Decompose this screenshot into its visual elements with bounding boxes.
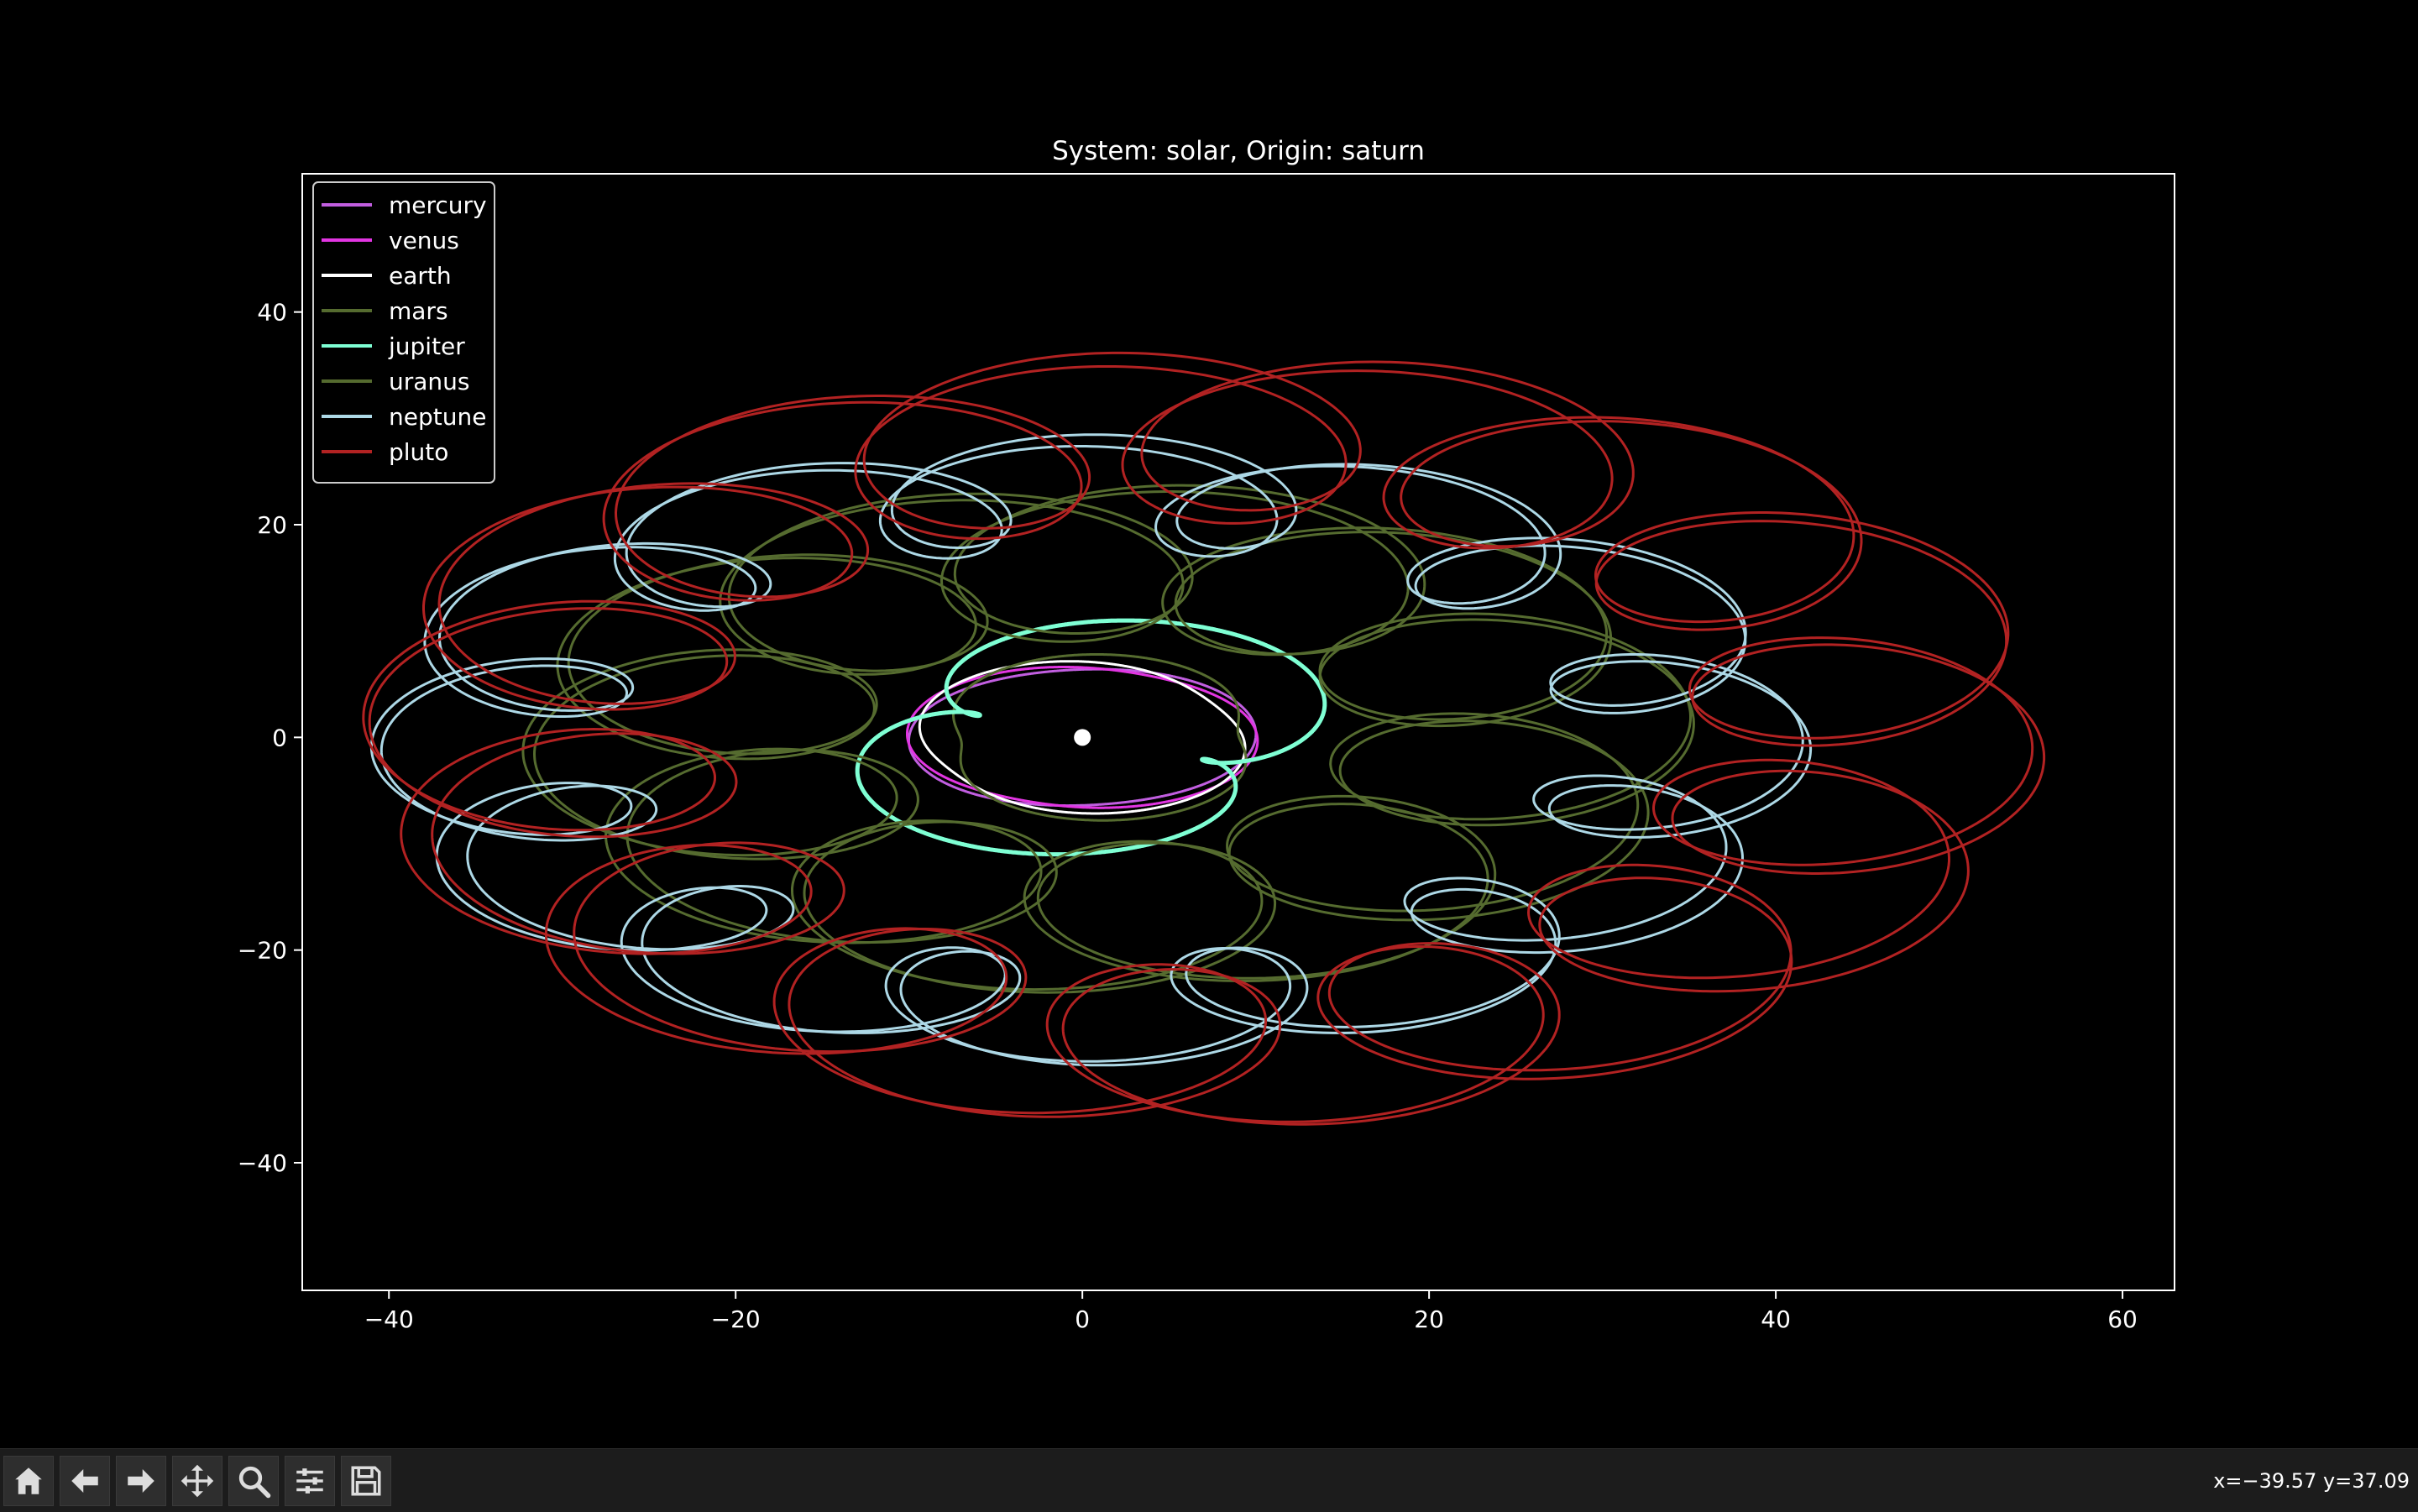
configure-subplots-button[interactable] [285, 1456, 335, 1506]
configure-subplots-icon [296, 1468, 323, 1494]
legend-label-pluto: pluto [389, 438, 448, 466]
navigation-toolbar: x=−39.57 y=37.09 [0, 1448, 2418, 1512]
legend-label-mercury: mercury [389, 191, 487, 219]
y-tick-label: 0 [272, 724, 287, 751]
cursor-coordinates: x=−39.57 y=37.09 [2213, 1469, 2410, 1493]
x-tick-label: −40 [364, 1305, 414, 1333]
y-tick-label: −40 [238, 1149, 287, 1177]
plot-area [362, 351, 2046, 1126]
y-tick-label: 40 [257, 299, 287, 327]
solar-system-chart: System: solar, Origin: saturn −40 −20 0 20 4… [237, 136, 2175, 1333]
save-button[interactable] [341, 1456, 391, 1506]
orbit-path-mars [952, 653, 1248, 822]
orbit-venus [906, 666, 1259, 809]
legend-label-neptune: neptune [389, 403, 486, 431]
orbit-earth [918, 660, 1247, 815]
origin-marker [1074, 729, 1091, 746]
x-tick-label: 20 [1414, 1305, 1444, 1333]
pan-icon [181, 1464, 214, 1498]
zoom-button[interactable] [228, 1456, 279, 1506]
forward-button[interactable] [116, 1456, 166, 1506]
legend-label-venus: venus [389, 227, 459, 254]
orbit-path-pluto-pass-2 [362, 351, 2046, 1123]
x-tick-label: 60 [2107, 1305, 2138, 1333]
legend: mercury venus earth mars jupiter uranus neptun… [312, 181, 495, 484]
axes-frame [301, 173, 2175, 1291]
back-arrow-icon [71, 1469, 98, 1493]
chart-title: System: solar, Origin: saturn [1052, 136, 1425, 166]
axis-ticks: −40 −20 0 20 40 60 −40 −20 0 20 40 [238, 299, 2138, 1333]
legend-box [312, 181, 495, 484]
orbit-uranus [521, 484, 1695, 994]
legend-label-earth: earth [389, 262, 452, 290]
x-tick-label: −20 [711, 1305, 761, 1333]
save-icon [351, 1466, 381, 1496]
home-button[interactable] [3, 1456, 54, 1506]
orbit-path-neptune [379, 445, 1804, 1067]
orbit-path-earth [918, 660, 1247, 815]
orbit-path-uranus [533, 490, 1692, 994]
y-tick-label: 20 [257, 511, 287, 539]
y-tick-label: −20 [238, 937, 287, 965]
orbit-pluto [362, 351, 2046, 1126]
orbit-path-uranus-pass-2 [521, 484, 1695, 991]
home-icon [15, 1468, 42, 1494]
back-button[interactable] [60, 1456, 110, 1506]
legend-label-mars: mars [389, 297, 448, 325]
orbit-path-venus [906, 666, 1259, 809]
legend-label-jupiter: jupiter [388, 332, 465, 360]
orbit-mars [952, 653, 1248, 822]
pan-button[interactable] [172, 1456, 222, 1506]
orbit-path-jupiter [855, 618, 1327, 857]
legend-label-uranus: uranus [389, 368, 470, 395]
zoom-icon [238, 1466, 271, 1499]
x-tick-label: 40 [1761, 1305, 1791, 1333]
x-tick-label: 0 [1075, 1305, 1090, 1333]
forward-arrow-icon [128, 1469, 154, 1493]
orbit-jupiter [855, 618, 1327, 857]
